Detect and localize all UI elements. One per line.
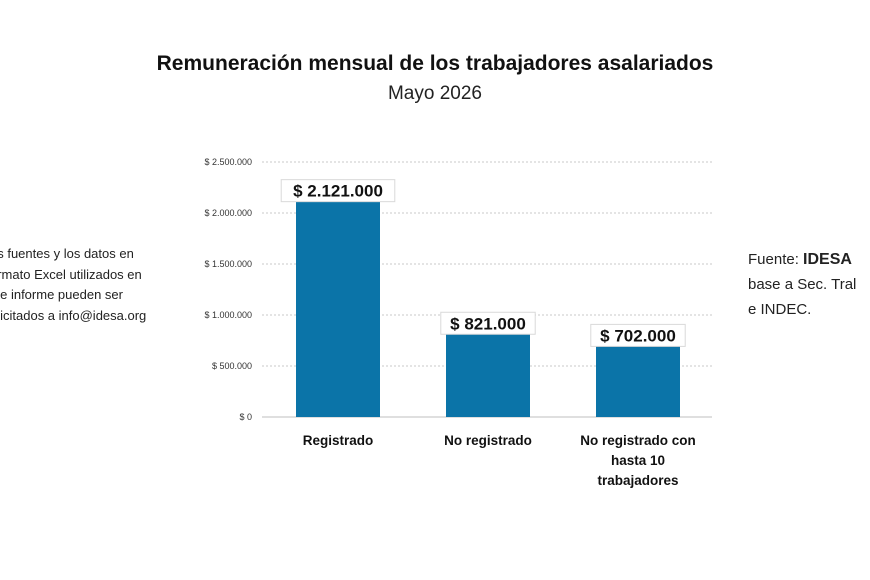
data-label: $ 702.000 [600, 326, 676, 345]
category-label: Registrado [303, 433, 374, 448]
x-axis: Registrado No registrado No registrado con… [303, 433, 696, 488]
bar [596, 345, 680, 417]
y-tick-label: $ 2.500.000 [204, 157, 252, 167]
data-label: $ 821.000 [450, 314, 526, 333]
data-label-box [280, 179, 396, 203]
y-tick-label: $ 500.000 [212, 361, 252, 371]
data-labels: $ 2.121.000 $ 821.000 $ 702.000 [280, 179, 686, 347]
bar [446, 333, 530, 417]
category-label: No registrado [444, 433, 532, 448]
bar [296, 200, 380, 417]
data-source-note-text: as fuentes y los datos en ormato Excel u… [0, 246, 147, 323]
chart-title: Remuneración mensual de los trabajadores… [156, 52, 714, 75]
data-label-box [590, 323, 686, 347]
bars [296, 200, 680, 417]
source-citation: Fuente: IDESA base a Sec. Tral e INDEC. [748, 247, 856, 322]
data-source-note: as fuentes y los datos en ormato Excel u… [0, 244, 170, 326]
source-line-3: e INDEC. [748, 301, 812, 318]
category-label: No registrado con hasta 10 trabajadores [580, 433, 696, 488]
data-label: $ 2.121.000 [293, 182, 383, 201]
chart-subtitle: Mayo 2026 [387, 83, 482, 104]
y-tick-label: $ 2.000.000 [204, 208, 252, 218]
source-prefix: Fuente: [748, 251, 804, 268]
y-tick-label: $ 1.000.000 [204, 310, 252, 320]
source-line-2: base a Sec. Tral [748, 276, 857, 293]
y-tick-label: $ 0 [239, 412, 252, 422]
y-tick-label: $ 1.500.000 [204, 259, 252, 269]
data-label-box [440, 311, 536, 335]
y-axis: $ 0 $ 500.000 $ 1.000.000 $ 1.500.000 $ 2.00… [204, 157, 252, 422]
source-org: IDESA [803, 251, 852, 268]
